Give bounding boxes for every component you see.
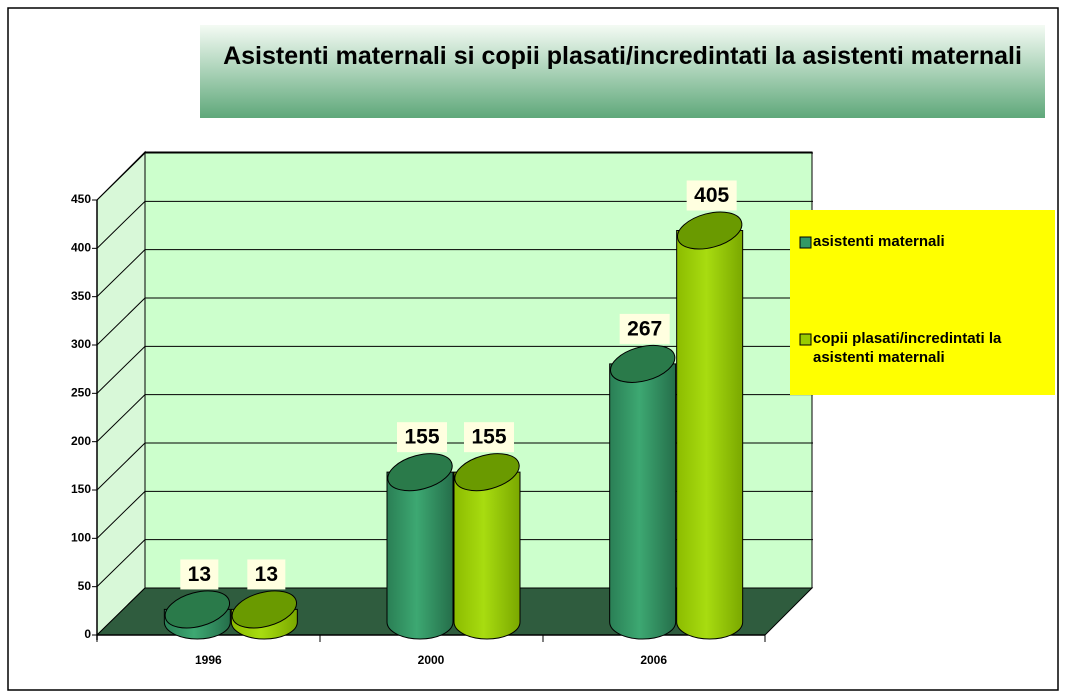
title-box	[200, 25, 1045, 118]
legend	[790, 210, 1055, 395]
bar	[386, 471, 454, 640]
y-tick-label: 400	[71, 241, 91, 255]
grid-line	[96, 249, 146, 298]
value-label: 155	[471, 426, 506, 449]
grid-line	[96, 152, 146, 201]
value-label: 13	[255, 563, 278, 586]
legend-item: asistenti maternali	[813, 233, 945, 250]
x-tick-label: 2000	[418, 653, 445, 667]
bar-top	[676, 211, 743, 250]
y-tick-label: 50	[78, 579, 92, 593]
value-label-box	[464, 422, 514, 453]
y-tick-label: 0	[84, 627, 91, 641]
bar	[676, 230, 744, 640]
bar-top	[164, 590, 231, 629]
legend-swatch	[799, 333, 812, 346]
legend-label: copii plasati/incredintati la asistenti …	[813, 330, 1002, 366]
bar-top	[231, 590, 298, 629]
grid-line	[96, 539, 146, 588]
title-holder: Asistenti maternali si copii plasati/inc…	[223, 42, 1022, 70]
grid-line	[96, 490, 146, 539]
x-tick-label: 2006	[640, 653, 667, 667]
value-label-box	[619, 313, 670, 344]
grid-line	[96, 442, 146, 491]
y-tick-label: 450	[71, 192, 91, 206]
value-label-box	[247, 559, 286, 590]
y-tick-label: 300	[71, 337, 91, 351]
value-label: 155	[404, 426, 439, 449]
bar	[453, 471, 521, 640]
value-label-box	[397, 422, 447, 453]
grid-line	[96, 394, 146, 443]
y-tick-label: 350	[71, 289, 91, 303]
y-tick-label: 100	[71, 531, 91, 545]
value-label: 405	[694, 184, 729, 207]
bar	[609, 363, 677, 640]
y-tick-label: 250	[71, 386, 91, 400]
bar-top	[454, 453, 520, 492]
y-tick-label: 150	[71, 482, 91, 496]
value-label: 267	[627, 317, 662, 340]
legend-label: asistenti maternali	[813, 233, 945, 250]
bar-top	[387, 453, 453, 492]
legend-swatch	[799, 236, 812, 249]
value-label: 13	[188, 563, 211, 586]
value-label-box	[686, 180, 737, 211]
grid-line	[96, 345, 146, 394]
grid-line	[96, 297, 146, 346]
grid-line	[96, 200, 146, 249]
x-tick-label: 1996	[195, 653, 222, 667]
value-label-box	[180, 559, 219, 590]
legend-item: copii plasati/incredintati la asistenti …	[813, 330, 1002, 366]
chart-title: Asistenti maternali si copii plasati/inc…	[223, 42, 1022, 70]
bar-top	[609, 344, 676, 383]
y-tick-label: 200	[71, 434, 91, 448]
